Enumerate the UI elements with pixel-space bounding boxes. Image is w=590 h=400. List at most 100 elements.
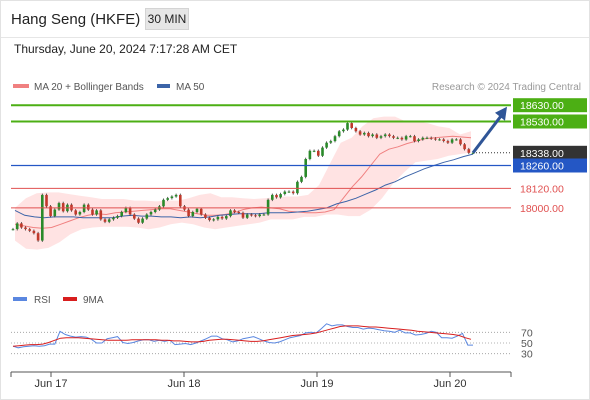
price-candle [112,217,115,220]
price-candle [321,147,324,156]
price-candle [271,194,274,200]
price-candle [195,208,199,213]
projection-arrow-head [495,106,507,121]
price-candle [354,128,358,132]
price-candle [375,134,379,138]
price-candle [128,207,132,215]
price-candle [187,209,190,217]
price-candle [153,209,157,212]
price-candle [103,219,107,222]
price-candle [392,136,395,138]
price-candle [287,191,291,193]
price-candle [32,230,36,234]
price-candle [342,129,345,132]
price-candle [15,223,19,230]
x-axis-tick-label: Jun 18 [167,378,200,390]
price-candle [166,198,169,200]
price-candle [91,209,94,215]
price-candle [220,216,224,219]
chart-header: Hang Seng (HKFE) 30 MIN [1,1,589,38]
price-candle [49,206,52,217]
price-candle [120,212,123,217]
price-candle [396,137,399,139]
price-candle [325,142,328,148]
price-candle [262,214,266,216]
price-candle [61,203,65,212]
watermark: Research © 2024 Trading Central [432,82,581,93]
price-candle [36,233,40,241]
rsi-legend-swatch [13,297,27,301]
price-candle [87,204,90,210]
price-candle [450,139,454,143]
price-level-label-box [513,158,587,173]
price-candle [199,208,203,215]
price-candle [363,132,366,135]
price-candle [53,209,57,217]
price-candle [24,227,27,230]
price-candle [434,138,437,140]
price-candle [45,194,48,207]
price-candle [174,194,178,197]
price-candle [308,150,312,159]
rsi-ma-legend-label: 9MA [83,295,104,306]
price-candle [133,214,136,219]
price-candle [442,139,445,141]
x-axis: Jun 17 Jun 18 Jun 19 Jun 20 [34,372,467,390]
price-candle [463,144,466,150]
price-candle [300,176,303,182]
price-candle [467,149,471,153]
price-candle [296,181,299,194]
price-candle [367,132,370,137]
price-candle [95,210,98,215]
price-candle [241,212,245,218]
price-level-label-box [513,145,587,160]
price-candle [266,199,270,215]
price-candle [233,210,236,212]
rsi-tick-label: 30 [521,349,533,361]
price-candle [78,212,82,215]
price-candle [417,139,420,141]
rsi-tick-label: 50 [521,338,533,350]
price-candle [333,136,337,142]
x-axis-tick-label: Jun 19 [300,378,333,390]
price-level-label: 18530.00 [520,117,564,129]
price-candle [404,136,408,140]
price-candle [383,134,387,137]
rsi-line [12,323,473,349]
price-candle [279,194,282,198]
price-candle [179,194,182,207]
price-candle [212,219,215,221]
price-candle [116,216,119,218]
price-candle [283,191,287,194]
price-candle [455,139,458,141]
price-candle [137,218,140,223]
price-candle [204,214,207,218]
price-candle [41,194,44,241]
price-level-label-box [513,98,587,113]
price-candle [254,215,257,217]
price-candle [350,123,353,128]
price-level-label: 18630.00 [520,100,564,112]
price-candle [250,214,253,216]
price-candle [304,159,307,177]
price-candle [446,141,450,143]
price-candle [191,212,195,217]
rsi-ma-line [12,325,472,347]
price-candle [317,150,320,156]
price-level-label: 18000.00 [520,203,564,215]
timeframe-button[interactable]: 30 MIN [145,8,189,30]
price-candle [225,216,228,219]
price-candle [425,137,429,139]
price-candle [11,229,15,231]
price-candle [107,219,111,222]
rsi-ma-legend-swatch [63,297,77,301]
price-candle [337,131,341,137]
price-candle [149,212,153,215]
price-candle [57,203,61,210]
price-level-label: 18120.00 [520,183,564,195]
price-candle [413,136,416,142]
ma50-legend-label: MA 50 [176,82,205,93]
ma50-legend-swatch [157,84,170,88]
price-candle [237,212,241,213]
